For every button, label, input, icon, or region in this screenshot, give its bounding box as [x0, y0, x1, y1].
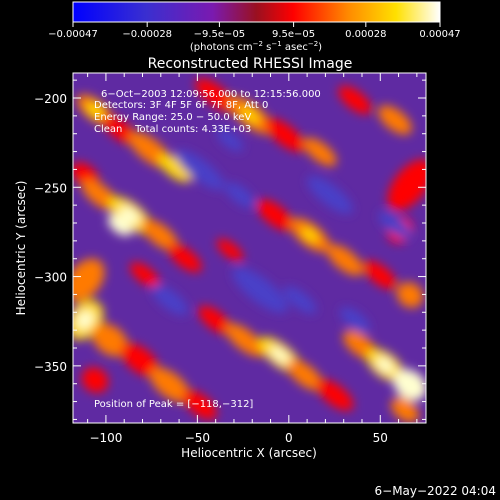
colorbar-tick-label: −0.00028: [122, 29, 172, 40]
y-tick-label: −200: [34, 92, 67, 106]
chart-title: Reconstructed RHESSI Image: [148, 56, 353, 72]
heatmap-blob: [286, 359, 324, 391]
x-tick-label: 50: [373, 431, 388, 445]
y-tick-label: −300: [34, 271, 67, 285]
annotation-time-range: 6−Oct−2003 12:09:56.000 to 12:15:56.000: [101, 89, 321, 100]
heatmap-blob: [338, 85, 372, 115]
heatmap-blob: [195, 78, 235, 112]
heatmap-blob: [326, 244, 364, 276]
annotation-peak-position: Position of Peak = [−118,−312]: [94, 399, 253, 410]
heatmap-blob: [81, 367, 109, 393]
heatmap-blob: [390, 397, 420, 423]
colorbar: −0.00047 −0.00028 −9.5e−05 9.5e−05 0.00028 0.…: [48, 1, 461, 53]
annotation-total-counts: Clean Total counts: 4.33E+03: [94, 124, 251, 135]
heatmap-blob: [387, 159, 426, 211]
plot-frame: [72, 72, 427, 424]
colorbar-tick-label: 0.00028: [345, 29, 386, 40]
colorbar-unit-label: (photons cm−2 s−1 asec−2): [190, 40, 322, 53]
heatmap-blob: [141, 219, 179, 251]
heatmap-valley: [151, 284, 189, 316]
heatmap-blob: [149, 367, 191, 403]
annotations: 6−Oct−2003 12:09:56.000 to 12:15:56.000 …: [94, 89, 321, 410]
heatmap-blob: [393, 369, 426, 401]
heatmap-blob: [73, 258, 105, 302]
heatmap-valley: [216, 128, 244, 152]
heatmap-blob: [76, 310, 94, 330]
heatmap-image: [73, 73, 426, 423]
y-axis-ticks: −200 −250 −300 −350: [34, 79, 426, 420]
heatmap-valley: [378, 211, 412, 239]
heatmap-blob: [198, 305, 232, 335]
footer-timestamp: 6−May−2022 04:04: [375, 484, 497, 498]
heatmap-blob: [376, 357, 394, 373]
x-tick-label: −50: [185, 431, 210, 445]
colorbar-tick-label: 9.5e−05: [272, 29, 315, 40]
heatmap-blob: [216, 238, 244, 262]
heatmap-blob: [183, 390, 217, 420]
colorbar-tick-label: 0.00047: [419, 29, 460, 40]
colorbar-gradient: [72, 1, 441, 23]
heatmap-blob: [378, 105, 412, 135]
heatmap-blob: [103, 115, 137, 145]
x-axis-label: Heliocentric X (arcsec): [181, 446, 317, 460]
heatmap-blob: [303, 137, 337, 167]
y-tick-label: −250: [34, 181, 67, 195]
heatmap-valley: [339, 307, 371, 333]
heatmap-valley: [307, 176, 353, 214]
heatmap-blob: [158, 153, 192, 183]
heatmap-blob: [121, 343, 159, 377]
heatmap-blob: [396, 282, 424, 308]
y-tick-label: −350: [34, 360, 67, 374]
x-axis-ticks: −100 −50 0 50: [87, 73, 418, 445]
heatmap-blob: [240, 106, 260, 124]
colorbar-ticks: −0.00047 −0.00028 −9.5e−05 9.5e−05 0.00028 0.…: [48, 22, 461, 40]
heatmap-blob: [129, 262, 161, 288]
heatmap-blob: [225, 323, 265, 357]
annotation-energy-range: Energy Range: 25.0 − 50.0 keV: [94, 112, 251, 123]
heatmap-valley: [283, 286, 317, 314]
heatmap-blob: [86, 102, 104, 118]
heatmap-blob: [92, 323, 128, 357]
heatmap-blob: [168, 243, 202, 273]
heatmap-blob: [270, 346, 290, 364]
colorbar-tick-label: −9.5e−05: [194, 29, 246, 40]
heatmap-blob: [265, 118, 305, 152]
heatmap-blob: [316, 379, 354, 411]
heatmap-blob: [119, 206, 141, 224]
x-tick-label: 0: [285, 431, 293, 445]
heatmap-blob: [256, 199, 294, 231]
y-axis-label: Heliocentric Y (arcsec): [14, 181, 28, 316]
heatmap-valley: [175, 149, 225, 191]
heatmap-valley: [224, 182, 256, 208]
heatmap-blob: [363, 260, 397, 290]
x-tick-label: −100: [89, 431, 122, 445]
heatmap-valley: [232, 267, 288, 313]
annotation-detectors: Detectors: 3F 4F 5F 6F 7F 8F, Att 0: [94, 100, 268, 111]
heatmap-blob: [107, 214, 133, 236]
heatmap-blob: [301, 227, 319, 243]
colorbar-tick-label: −0.00047: [48, 29, 98, 40]
